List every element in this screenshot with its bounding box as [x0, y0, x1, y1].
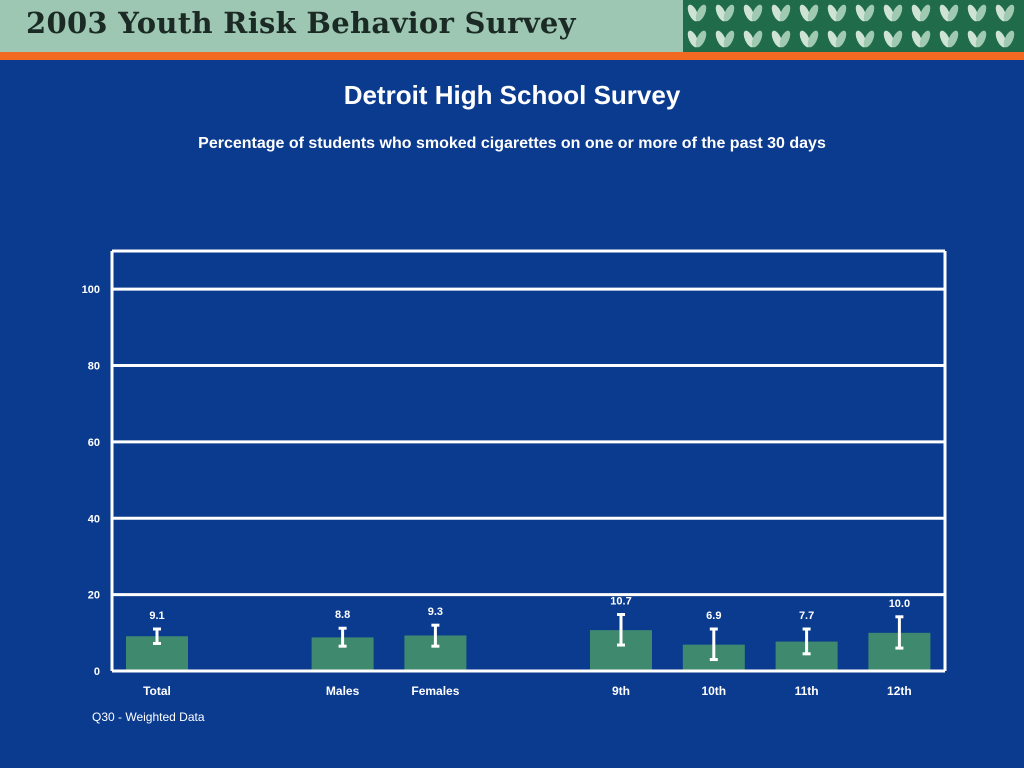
- x-tick-label: Females: [411, 684, 459, 698]
- data-label: 10.0: [889, 598, 910, 610]
- x-tick-label: 9th: [612, 684, 630, 698]
- data-label: 9.3: [428, 606, 443, 618]
- data-label: 8.8: [335, 609, 350, 621]
- y-tick-label: 80: [88, 361, 100, 373]
- x-tick-label: 11th: [795, 684, 819, 698]
- x-tick-label: 10th: [701, 684, 726, 698]
- slide-subtitle: Percentage of students who smoked cigare…: [198, 135, 826, 152]
- x-tick-label: Total: [143, 684, 171, 698]
- header-banner: 2003 Youth Risk Behavior Survey: [0, 0, 1024, 52]
- data-label: 6.9: [706, 610, 721, 622]
- y-tick-label: 20: [88, 590, 100, 602]
- data-label: 9.1: [149, 610, 164, 622]
- y-tick-label: 60: [88, 437, 100, 449]
- data-label: 10.7: [610, 595, 631, 607]
- footnote: Q30 - Weighted Data: [92, 710, 205, 724]
- data-label: 7.7: [799, 610, 814, 622]
- y-tick-label: 100: [82, 284, 100, 296]
- y-tick-label: 40: [88, 513, 100, 525]
- x-tick-label: 12th: [887, 684, 912, 698]
- x-tick-label: Males: [326, 684, 360, 698]
- slide-title: Detroit High School Survey: [343, 80, 681, 110]
- y-tick-label: 0: [94, 666, 100, 678]
- banner-title: 2003 Youth Risk Behavior Survey: [26, 6, 576, 40]
- leaf-pattern-icon: [683, 0, 1024, 52]
- orange-divider: [0, 52, 1024, 60]
